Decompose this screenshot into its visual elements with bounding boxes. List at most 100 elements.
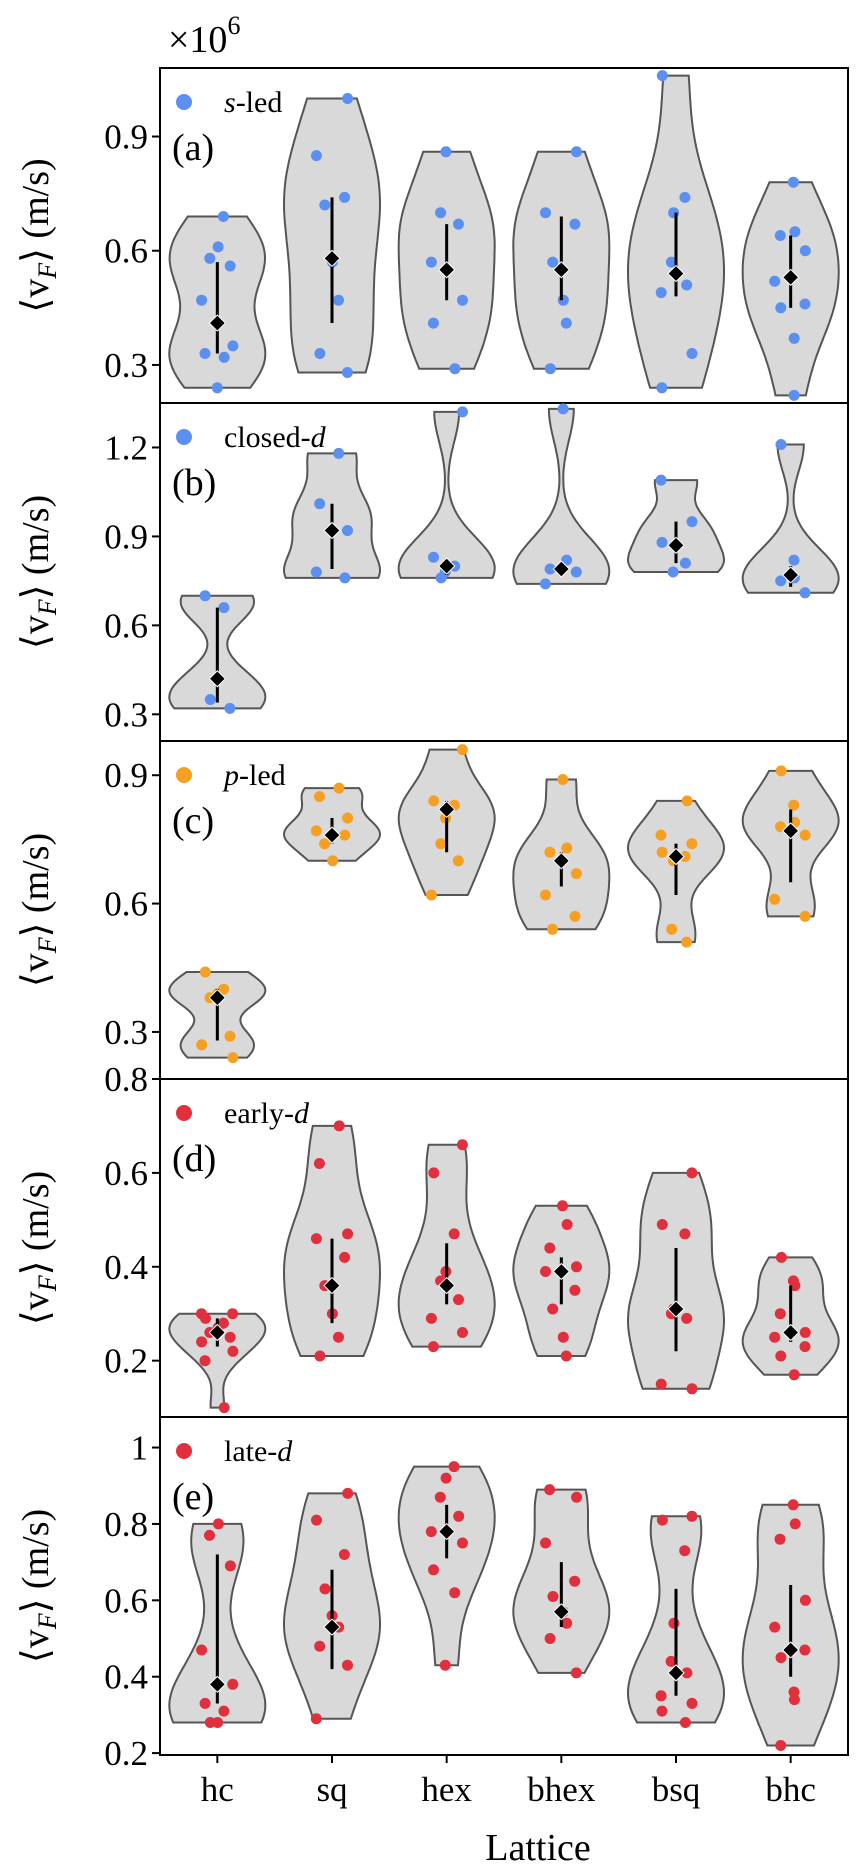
- data-point: [560, 1350, 572, 1362]
- y-axis-title-main: ⟨v: [15, 615, 57, 649]
- violin-bhc: [741, 765, 840, 922]
- data-point: [310, 825, 322, 837]
- data-point: [799, 298, 811, 310]
- data-point: [342, 812, 354, 824]
- y-axis-title-main: ⟨v: [15, 1291, 57, 1325]
- data-point: [788, 1369, 800, 1381]
- data-point: [799, 1644, 811, 1656]
- data-point: [547, 1303, 559, 1315]
- data-point: [799, 829, 811, 841]
- data-point: [319, 1583, 331, 1595]
- data-point: [544, 1242, 556, 1254]
- data-point: [310, 1713, 322, 1725]
- data-point: [656, 846, 668, 858]
- panel-b: 0.3 0.6 0.9 1.2 ⟨vF⟩ (m/s) (b)closed-d: [15, 402, 849, 742]
- data-point: [218, 1402, 230, 1414]
- y-tick-label: 0.6: [104, 232, 148, 271]
- data-point: [679, 557, 691, 569]
- data-point: [428, 551, 439, 563]
- x-tick-label: hc: [201, 1770, 234, 1809]
- data-point: [196, 1336, 208, 1348]
- data-point: [212, 1717, 224, 1728]
- data-point: [333, 1331, 344, 1343]
- data-point: [774, 230, 786, 241]
- median-marker: [437, 800, 456, 819]
- data-point: [799, 910, 811, 922]
- median-marker: [781, 1323, 800, 1342]
- data-point: [788, 332, 800, 344]
- data-point: [333, 447, 345, 459]
- data-point: [425, 1526, 437, 1538]
- violin-hc: [168, 966, 267, 1064]
- data-point: [204, 694, 216, 705]
- violin-bhc: [741, 439, 840, 599]
- data-point: [319, 199, 331, 211]
- data-point: [196, 294, 208, 306]
- data-point: [199, 966, 211, 978]
- median-marker: [323, 249, 341, 268]
- data-point: [788, 389, 800, 401]
- y-axis-title: ⟨vF⟩ (m/s): [15, 158, 62, 312]
- violin-bhex: [512, 1484, 611, 1679]
- data-point: [314, 1350, 326, 1362]
- data-point: [314, 1640, 326, 1652]
- median-marker: [323, 826, 341, 844]
- y-axis-title-tail: ⟩ (m/s): [15, 158, 57, 263]
- data-point: [311, 1514, 322, 1526]
- x-axis-ticks: hc sq hex bhex bsq bhc: [201, 1755, 816, 1809]
- data-point: [227, 1052, 239, 1064]
- y-axis-title: ⟨vF⟩ (m/s): [15, 1171, 62, 1325]
- data-point: [686, 516, 698, 528]
- legend-label: p-led: [222, 759, 286, 792]
- y-axis-title-sub: F: [33, 1612, 62, 1630]
- data-point: [679, 851, 691, 862]
- data-point: [544, 1484, 556, 1496]
- y-tick-label: 0.6: [104, 1581, 148, 1620]
- y-axis-title: ⟨vF⟩ (m/s): [15, 495, 62, 649]
- x-tick-label: bsq: [652, 1770, 701, 1809]
- data-point: [681, 1667, 693, 1679]
- data-point: [196, 1039, 208, 1051]
- plot-frame: [159, 1416, 849, 1756]
- data-point: [199, 348, 211, 359]
- data-point: [788, 1686, 800, 1698]
- y-tick-label: 0.2: [104, 1342, 148, 1381]
- data-point: [196, 1308, 207, 1320]
- violin-hex: [397, 406, 496, 584]
- violin-body: [168, 1312, 267, 1409]
- data-point: [789, 226, 801, 238]
- data-point: [425, 1312, 437, 1324]
- data-point: [333, 1120, 345, 1132]
- data-point: [571, 1491, 583, 1503]
- median-marker: [323, 1618, 341, 1636]
- violin-bhex: [512, 1200, 611, 1362]
- violin-bsq: [626, 1167, 726, 1395]
- data-point: [569, 1284, 581, 1296]
- y-tick-label: 0.3: [104, 695, 148, 734]
- data-point: [769, 1621, 781, 1633]
- panel-tag: (c): [172, 800, 214, 842]
- y-tick-label: 0.6: [104, 885, 148, 924]
- data-point: [679, 1717, 691, 1728]
- legend-label: closed-d: [224, 421, 327, 454]
- violin-bhc: [741, 176, 840, 401]
- data-point: [775, 821, 786, 833]
- y-axis-title-main: ⟨v: [15, 1629, 57, 1663]
- data-point: [452, 855, 464, 867]
- y-axis-title-sub: F: [33, 262, 62, 280]
- median-marker: [208, 1675, 227, 1694]
- median-marker: [552, 852, 571, 870]
- data-point: [212, 1518, 224, 1530]
- data-point: [427, 1341, 439, 1353]
- y-axis-title-sub: F: [33, 1274, 62, 1292]
- data-point: [428, 1564, 439, 1576]
- data-point: [775, 1740, 787, 1751]
- panel-tag: (b): [172, 462, 216, 504]
- data-point: [665, 256, 677, 268]
- data-point: [681, 795, 693, 807]
- data-point: [686, 1697, 698, 1709]
- data-point: [775, 439, 787, 450]
- data-point: [227, 1678, 239, 1690]
- legend-marker: [176, 1443, 192, 1459]
